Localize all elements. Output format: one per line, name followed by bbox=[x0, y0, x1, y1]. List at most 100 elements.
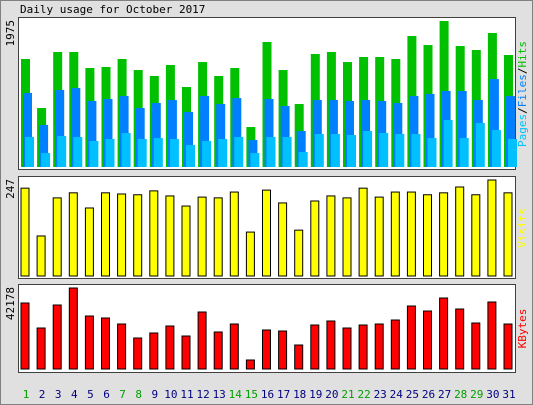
bar bbox=[423, 310, 432, 370]
bar bbox=[20, 302, 30, 370]
bar bbox=[23, 93, 32, 167]
bar bbox=[326, 195, 336, 277]
bar bbox=[406, 191, 416, 277]
bar bbox=[358, 324, 368, 370]
legend-entry: Files bbox=[516, 74, 529, 107]
bar bbox=[390, 319, 400, 370]
bar bbox=[165, 325, 175, 370]
bar bbox=[310, 324, 320, 370]
bar bbox=[262, 189, 271, 277]
bar bbox=[294, 229, 304, 277]
bar bbox=[184, 112, 193, 167]
bar bbox=[117, 323, 127, 370]
bar bbox=[314, 134, 324, 167]
legend-entry: KBytes bbox=[516, 309, 529, 349]
x-tick-label: 30 bbox=[486, 388, 499, 401]
bar bbox=[186, 144, 195, 167]
x-tick-label: 13 bbox=[213, 388, 226, 401]
bar bbox=[197, 311, 207, 370]
bar bbox=[439, 192, 449, 277]
bar bbox=[395, 134, 405, 167]
bar bbox=[489, 79, 499, 167]
bar bbox=[169, 138, 179, 167]
bar bbox=[310, 200, 320, 277]
bar bbox=[245, 231, 255, 277]
bar bbox=[363, 130, 373, 167]
bar bbox=[87, 100, 97, 167]
bar bbox=[358, 187, 368, 277]
bar bbox=[266, 136, 276, 167]
bar bbox=[409, 96, 419, 167]
bar bbox=[503, 192, 513, 277]
bar bbox=[202, 140, 212, 167]
bar bbox=[427, 138, 437, 167]
x-tick-label: 27 bbox=[438, 388, 451, 401]
bar bbox=[491, 129, 501, 167]
bar bbox=[36, 235, 46, 277]
x-tick-label: 10 bbox=[164, 388, 177, 401]
bar bbox=[345, 100, 354, 167]
x-tick-label: 3 bbox=[55, 388, 62, 401]
legend-entry: Pages bbox=[516, 114, 529, 147]
bar bbox=[411, 134, 421, 167]
bar bbox=[55, 89, 65, 167]
bar bbox=[506, 96, 515, 167]
x-tick-label: 15 bbox=[245, 388, 258, 401]
bar bbox=[84, 315, 94, 370]
bar bbox=[41, 153, 51, 167]
bar bbox=[280, 106, 290, 167]
bar bbox=[200, 96, 210, 167]
bar bbox=[181, 205, 191, 277]
x-tick-label: 4 bbox=[71, 388, 78, 401]
x-tick-label: 14 bbox=[229, 388, 243, 401]
x-tick-label: 7 bbox=[119, 388, 126, 401]
bar bbox=[137, 138, 147, 167]
bar bbox=[133, 337, 143, 370]
bar bbox=[423, 194, 432, 277]
x-tick-label: 2 bbox=[39, 388, 46, 401]
y-max-label: 247 bbox=[4, 179, 17, 199]
bar bbox=[167, 100, 177, 167]
legend-entry: Visits bbox=[516, 208, 529, 248]
bar bbox=[73, 136, 83, 167]
bar bbox=[84, 207, 94, 277]
bar bbox=[326, 320, 336, 370]
x-tick-label: 18 bbox=[293, 388, 306, 401]
bar bbox=[471, 194, 481, 277]
x-tick-label: 28 bbox=[454, 388, 467, 401]
bar bbox=[197, 196, 207, 277]
x-tick-label: 19 bbox=[309, 388, 322, 401]
x-tick-label: 20 bbox=[325, 388, 338, 401]
bar bbox=[459, 138, 469, 167]
x-tick-label: 1 bbox=[23, 388, 30, 401]
x-tick-label: 29 bbox=[470, 388, 483, 401]
bar bbox=[105, 138, 115, 167]
bar bbox=[455, 308, 465, 370]
bar bbox=[296, 130, 306, 167]
bar bbox=[471, 322, 481, 370]
bar bbox=[443, 119, 453, 167]
bar bbox=[133, 194, 143, 277]
x-tick-label: 31 bbox=[502, 388, 515, 401]
bar bbox=[278, 202, 288, 277]
bar bbox=[250, 153, 260, 167]
bar bbox=[278, 330, 288, 370]
y-max-label: 1975 bbox=[4, 20, 17, 47]
bar bbox=[508, 138, 517, 167]
x-tick-label: 9 bbox=[151, 388, 158, 401]
bar bbox=[245, 359, 255, 370]
bar bbox=[294, 344, 304, 370]
bar bbox=[36, 327, 46, 370]
bar bbox=[406, 305, 416, 370]
bar bbox=[71, 87, 81, 167]
bar bbox=[153, 138, 163, 167]
bar bbox=[455, 186, 465, 277]
bar bbox=[149, 332, 159, 370]
bar bbox=[119, 96, 129, 167]
bar bbox=[234, 136, 244, 167]
legend-separator: / bbox=[516, 68, 529, 75]
legend-separator: / bbox=[516, 107, 529, 114]
bar bbox=[347, 134, 356, 167]
bar bbox=[52, 304, 62, 370]
